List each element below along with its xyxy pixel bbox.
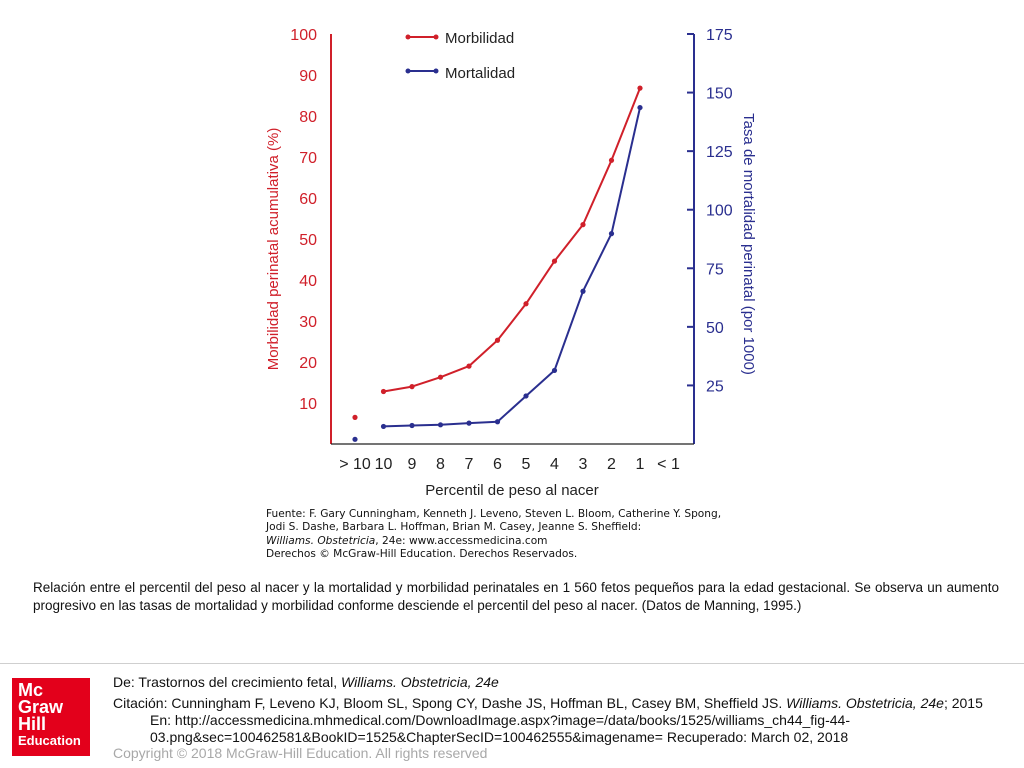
citation-prefix: Citación: Cunningham F, Leveno KJ, Bloom… xyxy=(113,695,787,711)
source-line-3: Williams. Obstetricia, 24e: www.accessme… xyxy=(266,535,760,548)
series-line-mortalidad xyxy=(383,107,641,428)
data-point-mortalidad xyxy=(466,420,472,426)
legend-marker-mortalidad xyxy=(405,68,411,74)
legend-marker-morbilidad-end xyxy=(433,34,439,40)
data-point-morbilidad xyxy=(380,388,387,395)
source-line-1: Fuente: F. Gary Cunningham, Kenneth J. L… xyxy=(266,508,722,520)
figure: 100 90 80 70 60 50 40 30 20 10 175 150 125 100 75 50 25 >… xyxy=(258,14,760,566)
data-point-mortalidad xyxy=(523,393,529,399)
chart: 100908070605040302010175150125100755025>… xyxy=(265,27,757,499)
legend-label-morbilidad: Morbilidad xyxy=(445,30,514,47)
data-point-mortalidad xyxy=(437,422,444,428)
data-point-mortalidad xyxy=(608,231,615,237)
x-tick-label: 2 xyxy=(607,456,616,473)
y-left-tick-label: 80 xyxy=(299,109,317,126)
data-point-mortalidad xyxy=(637,104,643,111)
series-line-morbilidad xyxy=(383,87,641,393)
logo-line-3: Hill xyxy=(18,714,47,734)
y-left-tick-label: 30 xyxy=(299,314,317,331)
y-axis-left-label: Morbilidad perinatal acumulativa (%) xyxy=(265,128,282,371)
legend-marker-morbilidad xyxy=(405,34,411,40)
source-line-2: Jodi S. Dashe, Barbara L. Hoffman, Brian… xyxy=(266,521,642,534)
x-tick-label: 9 xyxy=(408,456,417,473)
x-axis-label: Percentil de peso al nacer xyxy=(425,482,598,499)
y-right-tick-label: 175 xyxy=(706,27,733,44)
data-point-mortalidad xyxy=(551,367,558,374)
x-tick-label: 7 xyxy=(465,456,474,473)
x-tick-label: 8 xyxy=(436,456,445,473)
citation-book-title: Williams. Obstetricia, 24e xyxy=(786,695,944,711)
x-tick-label: < 1 xyxy=(657,456,680,473)
data-point-mortalidad xyxy=(409,422,415,429)
y-right-tick-label: 25 xyxy=(706,378,724,395)
source-line-4: Derechos © McGraw-Hill Education. Derech… xyxy=(266,548,578,561)
data-point-mortalidad-isolated xyxy=(352,436,358,442)
y-axis-right-label: Tasa de mortalidad perinatal (por 1000) xyxy=(740,113,757,375)
logo-line-2: Graw xyxy=(18,697,64,717)
x-tick-label: 4 xyxy=(550,456,559,473)
data-point-morbilidad xyxy=(494,337,501,343)
citation: Citación: Cunningham F, Leveno KJ, Bloom… xyxy=(113,695,1013,746)
data-point-morbilidad xyxy=(437,374,444,380)
series-layer xyxy=(352,85,643,442)
data-point-morbilidad xyxy=(637,85,643,91)
legend: Morbilidad Mortalidad xyxy=(405,30,515,82)
source-book-title: Williams. Obstetricia xyxy=(266,534,376,547)
source-from-line: De: Trastornos del crecimiento fetal, Wi… xyxy=(113,674,499,690)
citation-suffix: ; 2015 xyxy=(943,695,983,711)
legend-label-mortalidad: Mortalidad xyxy=(445,65,515,82)
mcgraw-hill-logo: Mc Graw Hill Education xyxy=(12,678,90,756)
copyright: Copyright © 2018 McGraw-Hill Education. … xyxy=(113,745,488,761)
data-point-morbilidad-isolated xyxy=(352,414,358,420)
x-tick-label: 5 xyxy=(522,456,531,473)
logo-line-4: Education xyxy=(18,733,81,748)
y-left-tick-label: 90 xyxy=(299,68,317,85)
y-right-tick-label: 125 xyxy=(706,144,733,161)
y-left-tick-label: 50 xyxy=(299,232,317,249)
source-line-3-rest: , 24e: www.accessmedicina.com xyxy=(375,534,548,547)
data-point-morbilidad xyxy=(466,363,472,369)
legend-marker-mortalidad-end xyxy=(433,68,439,74)
data-point-morbilidad xyxy=(523,301,529,307)
axes xyxy=(330,34,695,445)
citation-line-3: 03.png&sec=100462581&BookID=1525&Chapter… xyxy=(150,729,849,745)
tick-labels: 100908070605040302010175150125100755025>… xyxy=(290,27,733,473)
footer-divider xyxy=(0,663,1024,664)
x-tick-label: 1 xyxy=(636,456,645,473)
data-point-morbilidad xyxy=(580,222,586,228)
data-point-morbilidad xyxy=(608,157,615,163)
figure-caption: Relación entre el percentil del peso al … xyxy=(33,580,999,613)
data-point-mortalidad xyxy=(580,288,586,294)
x-tick-label: > 10 xyxy=(339,456,371,473)
y-left-tick-label: 60 xyxy=(299,191,317,208)
y-right-tick-label: 100 xyxy=(706,203,733,220)
from-prefix: De: Trastornos del crecimiento fetal, xyxy=(113,674,341,690)
x-tick-label: 6 xyxy=(493,456,502,473)
y-right-tick-label: 50 xyxy=(706,320,724,337)
y-right-tick-label: 75 xyxy=(706,261,724,278)
logo-line-1: Mc xyxy=(18,680,44,700)
data-point-morbilidad xyxy=(409,384,415,390)
x-tick-label: 10 xyxy=(375,456,393,473)
y-left-tick-label: 40 xyxy=(299,273,317,290)
citation-line-1: Citación: Cunningham F, Leveno KJ, Bloom… xyxy=(113,695,1013,712)
citation-line-2: En: http://accessmedicina.mhmedical.com/… xyxy=(150,712,850,728)
source-box: Fuente: F. Gary Cunningham, Kenneth J. L… xyxy=(266,508,760,562)
y-left-tick-label: 70 xyxy=(299,150,317,167)
y-right-tick-label: 150 xyxy=(706,86,733,103)
x-tick-label: 3 xyxy=(579,456,588,473)
y-left-tick-label: 100 xyxy=(290,27,317,44)
from-book-title: Williams. Obstetricia, 24e xyxy=(341,674,499,690)
data-point-morbilidad xyxy=(551,258,558,264)
data-point-mortalidad xyxy=(494,419,501,425)
data-point-mortalidad xyxy=(380,423,387,430)
y-left-tick-label: 20 xyxy=(299,355,317,372)
y-left-tick-label: 10 xyxy=(299,396,317,413)
